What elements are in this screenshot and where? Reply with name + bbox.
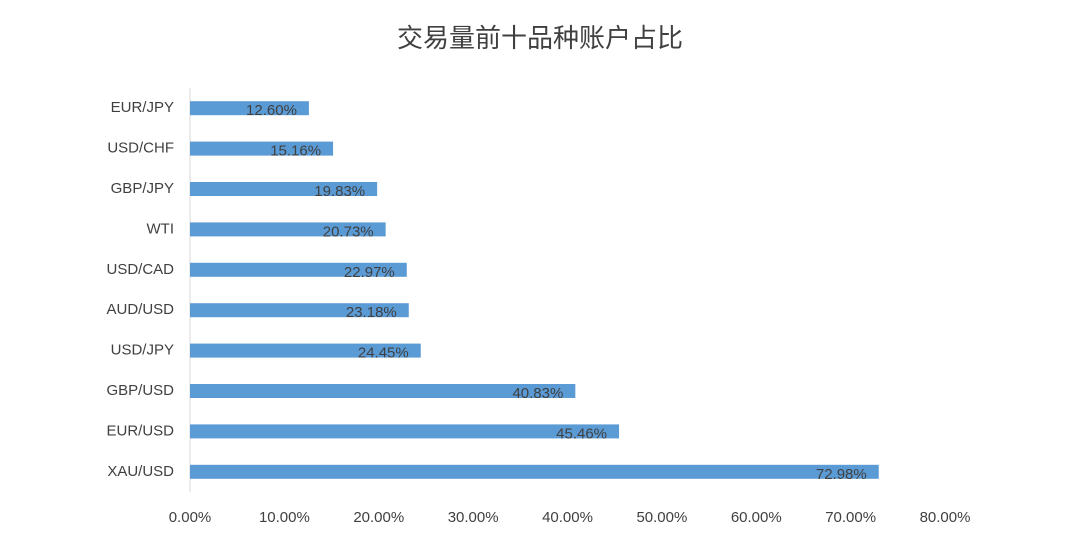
data-label: 19.83%: [314, 183, 365, 200]
y-tick-label: USD/CAD: [106, 261, 174, 278]
y-tick-label: USD/JPY: [111, 342, 174, 359]
x-tick-label: 0.00%: [169, 509, 212, 526]
data-label: 24.45%: [358, 345, 409, 362]
data-label: 72.98%: [816, 466, 867, 483]
bar: [190, 222, 386, 237]
x-tick-label: 80.00%: [920, 509, 971, 526]
data-label: 45.46%: [556, 425, 607, 442]
x-tick-label: 70.00%: [825, 509, 876, 526]
data-label: 23.18%: [346, 304, 397, 321]
data-label: 40.83%: [512, 385, 563, 402]
data-label: 15.16%: [270, 143, 321, 160]
y-tick-label: AUD/USD: [106, 301, 174, 318]
data-label: 12.60%: [246, 102, 297, 119]
x-tick-label: 20.00%: [353, 509, 404, 526]
bar: [190, 141, 334, 156]
y-tick-label: EUR/USD: [106, 422, 174, 439]
x-tick-label: 50.00%: [636, 509, 687, 526]
y-tick-label: USD/CHF: [107, 140, 174, 157]
x-tick-label: 10.00%: [259, 509, 310, 526]
chart-title: 交易量前十品种账户占比: [397, 23, 683, 53]
bar: [190, 424, 620, 439]
data-label: 20.73%: [323, 223, 374, 240]
y-tick-label: EUR/JPY: [111, 99, 174, 116]
y-tick-label: GBP/USD: [106, 382, 174, 399]
data-label: 22.97%: [344, 264, 395, 281]
y-tick-label: WTI: [147, 220, 175, 237]
bar: [190, 101, 309, 116]
bar: [190, 384, 576, 398]
x-tick-label: 60.00%: [731, 509, 782, 526]
bar: [190, 303, 409, 318]
x-tick-label: 40.00%: [542, 509, 593, 526]
y-tick-label: XAU/USD: [107, 463, 174, 480]
x-tick-label: 30.00%: [448, 509, 499, 526]
bar: [190, 262, 407, 277]
bar: [190, 343, 421, 358]
y-tick-label: GBP/JPY: [111, 180, 174, 197]
bar: [190, 464, 879, 479]
bar: [190, 182, 378, 196]
